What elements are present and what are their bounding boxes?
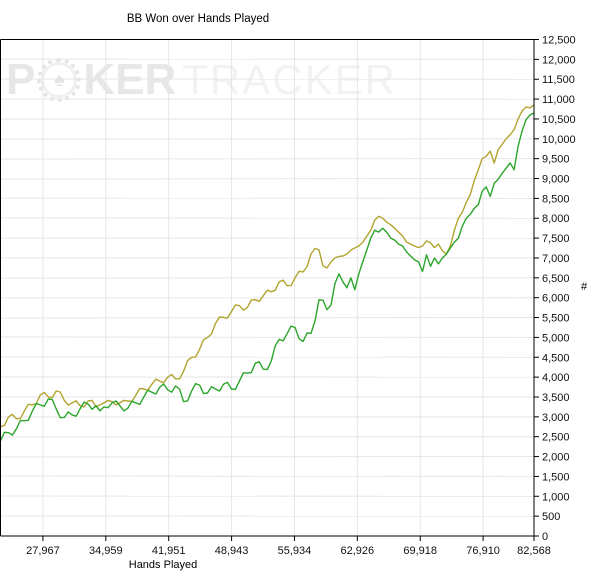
- y-tick-label: 10,000: [542, 134, 576, 146]
- y-tick-label: 11,500: [542, 74, 575, 86]
- x-tick-label: 48,943: [215, 545, 249, 557]
- x-tick-label: 82,568: [517, 545, 551, 557]
- y-tick-label: 8,000: [542, 213, 570, 225]
- y-tick-label: 5,000: [542, 332, 570, 344]
- axes: [1, 40, 535, 537]
- y-tick-label: 12,000: [542, 54, 576, 66]
- gridlines: [1, 40, 535, 537]
- y-tick-labels: 0 500 1,000 1,500 2,000 2,500 3,000 3,500 4,000 4…: [534, 35, 576, 544]
- y-tick-label: 5,500: [542, 313, 570, 325]
- y-tick-label: 8,500: [542, 193, 570, 205]
- x-tick-label: 34,959: [89, 545, 123, 557]
- y-axis-title: #: [581, 281, 587, 293]
- x-tick-label: 55,934: [278, 545, 312, 557]
- y-tick-label: 500: [542, 511, 560, 523]
- x-tick-label: 41,951: [152, 545, 186, 557]
- y-tick-label: 0: [542, 531, 548, 543]
- y-tick-label: 6,500: [542, 273, 570, 285]
- y-tick-label: 6,000: [542, 293, 570, 305]
- y-tick-label: 4,000: [542, 372, 570, 384]
- x-tick-label: 27,967: [26, 545, 60, 557]
- y-tick-label: 1,500: [542, 471, 570, 483]
- y-tick-label: 11,000: [542, 94, 575, 106]
- x-tick-label: 69,918: [403, 545, 437, 557]
- y-tick-label: 12,500: [542, 35, 576, 47]
- y-tick-label: 10,500: [542, 114, 576, 126]
- y-tick-label: 3,500: [542, 392, 570, 404]
- y-tick-label: 4,500: [542, 352, 570, 364]
- y-tick-label: 1,000: [542, 491, 570, 503]
- y-tick-label: 7,500: [542, 233, 570, 245]
- x-tick-labels: 27,967 34,959 41,951 48,943 55,934 62,926 69,9…: [26, 536, 551, 557]
- x-axis-title: Hands Played: [129, 559, 198, 571]
- y-tick-label: 2,500: [542, 432, 570, 444]
- y-tick-label: 3,000: [542, 412, 570, 424]
- x-tick-label: 76,910: [466, 545, 500, 557]
- y-tick-label: 9,000: [542, 174, 570, 186]
- series-olive-line: [1, 105, 535, 427]
- y-tick-label: 9,500: [542, 154, 570, 166]
- series-green-line: [1, 113, 535, 441]
- y-tick-label: 2,000: [542, 452, 570, 464]
- x-tick-label: 62,926: [341, 545, 375, 557]
- y-tick-label: 7,000: [542, 253, 570, 265]
